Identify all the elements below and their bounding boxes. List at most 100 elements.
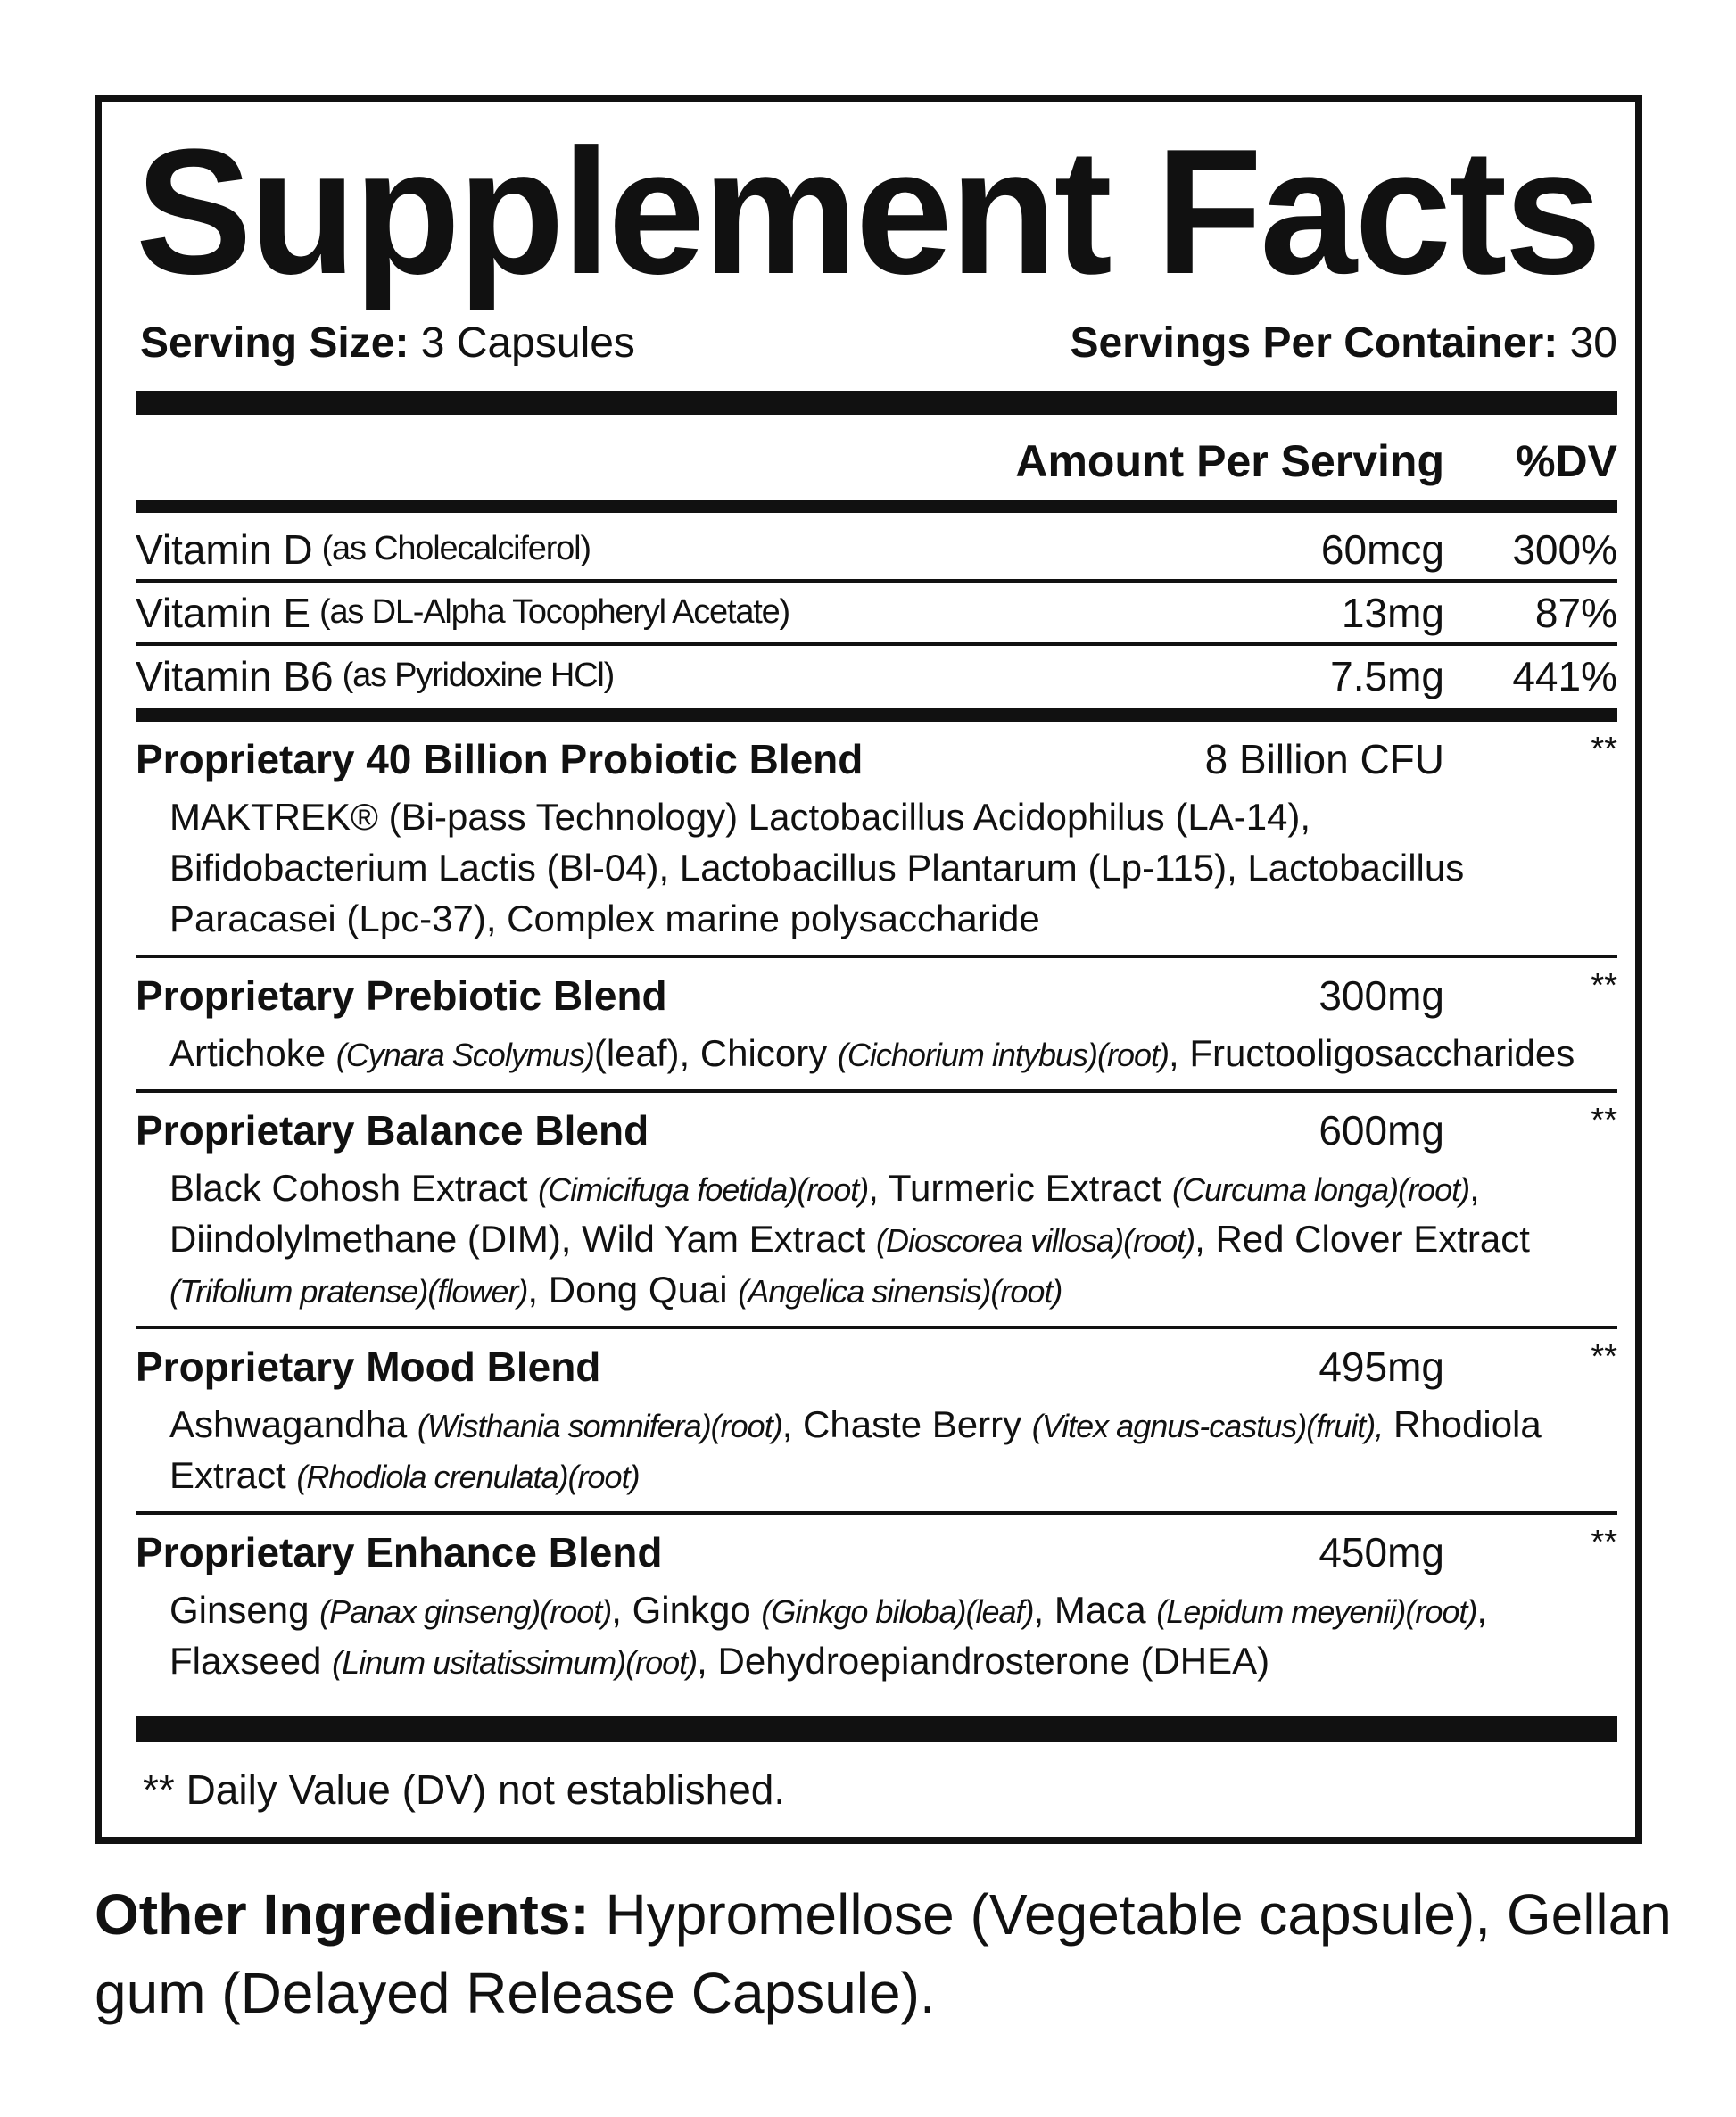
blend: Proprietary Enhance Blend 450mg ** Ginseng … <box>136 1515 1617 1697</box>
ingredient-line-text: Paracasei (Lpc-37), Complex marine polys… <box>169 893 1040 944</box>
dv-header: %DV <box>1516 436 1617 486</box>
dv-cell: ** <box>1444 1524 1617 1562</box>
ingredient-line-text: Ginseng (Panax ginseng)(root), Ginkgo (G… <box>169 1584 1487 1637</box>
dv-cell: 87% <box>1444 589 1617 637</box>
blend-dv: ** <box>1591 1102 1617 1139</box>
footnote: ** Daily Value (DV) not established. <box>143 1766 786 1813</box>
vitamin-source: (as DL-Alpha Tocopheryl Acetate) <box>319 593 790 631</box>
ingredient-list: Ginseng (Panax ginseng)(root), Ginkgo (G… <box>136 1584 1617 1686</box>
ingredient-latin-name: (Wisthania somnifera)(root) <box>417 1408 783 1444</box>
ingredient-line-text: (Trifolium pratense)(flower), Dong Quai … <box>169 1264 1062 1317</box>
dv-cell: 441% <box>1444 652 1617 700</box>
blend-name: Proprietary Balance Blend <box>136 1107 649 1154</box>
other-ingredients-text: Hypromellose (Vegetable capsule), Gellan… <box>95 1882 1672 2025</box>
divider-bar <box>136 708 1617 722</box>
ingredient-latin-name: (Angelica sinensis)(root) <box>738 1273 1062 1310</box>
ingredient-line: Ginseng (Panax ginseng)(root), Ginkgo (G… <box>169 1584 1617 1635</box>
serving-size-value: 3 Capsules <box>420 319 635 367</box>
vitamin-source: (as Pyridoxine HCl) <box>342 657 616 694</box>
divider-bar <box>136 1716 1617 1742</box>
ingredient-text: Ashwagandha <box>169 1403 417 1445</box>
vitamin-name: Vitamin E <box>136 589 311 636</box>
vitamin-amount: 7.5mg <box>1330 652 1444 699</box>
ingredient-text: Bifidobacterium Lactis (Bl-04), Lactobac… <box>169 847 1465 889</box>
serving-size-label: Serving Size: <box>140 319 409 367</box>
ingredient-latin-name: (Panax ginseng)(root) <box>319 1593 612 1630</box>
vitamin-amount: 60mcg <box>1320 525 1444 573</box>
ingredient-latin-name: (Rhodiola crenulata)(root) <box>296 1459 640 1495</box>
servings-per-container-label: Servings Per Container: <box>1070 319 1558 367</box>
amount-cell: 300mg <box>1177 972 1444 1020</box>
amount-header: Amount Per Serving <box>1015 436 1444 486</box>
ingredient-line-text: Black Cohosh Extract (Cimicifuga foetida… <box>169 1162 1480 1215</box>
vitamin-list: Vitamin D (as Cholecalciferol) 60mcg 300% Vi… <box>136 519 1617 706</box>
ingredient-line-text: Bifidobacterium Lactis (Bl-04), Lactobac… <box>169 842 1464 893</box>
dv-cell: ** <box>1444 1338 1617 1377</box>
blend-dv: ** <box>1591 967 1617 1005</box>
blend-name-cell: Proprietary 40 Billion Probiotic Blend <box>136 735 1177 783</box>
ingredient-text: MAKTREK® (Bi-pass Technology) Lactobacil… <box>169 796 1311 838</box>
blend-amount: 600mg <box>1319 1107 1444 1154</box>
vitamin-name-cell: Vitamin D (as Cholecalciferol) <box>136 525 1177 574</box>
blend-header: Proprietary Enhance Blend 450mg ** <box>136 1524 1617 1581</box>
blend-name: Proprietary 40 Billion Probiotic Blend <box>136 736 864 782</box>
blend-amount: 450mg <box>1319 1529 1444 1575</box>
ingredient-line: Black Cohosh Extract (Cimicifuga foetida… <box>169 1162 1617 1213</box>
ingredient-line-text: Extract (Rhodiola crenulata)(root) <box>169 1450 641 1502</box>
amount-cell: 600mg <box>1177 1106 1444 1154</box>
serving-size: Serving Size: 3 Capsules <box>140 317 635 370</box>
ingredient-line: Diindolylmethane (DIM), Wild Yam Extract… <box>169 1213 1617 1264</box>
blend-name-cell: Proprietary Mood Blend <box>136 1343 1177 1391</box>
ingredient-text: , Red Clover Extract <box>1195 1218 1530 1260</box>
vitamin-name: Vitamin B6 <box>136 652 334 699</box>
ingredient-latin-name: (Vitex agnus-castus)(fruit), <box>1031 1408 1384 1444</box>
blend-header: Proprietary Balance Blend 600mg ** <box>136 1102 1617 1159</box>
ingredient-line: (Trifolium pratense)(flower), Dong Quai … <box>169 1264 1617 1315</box>
ingredient-latin-name: (Ginkgo biloba)(leaf) <box>761 1593 1034 1630</box>
vitamin-dv: 300% <box>1512 525 1617 573</box>
ingredient-latin-name: (Cimicifuga foetida)(root) <box>538 1171 869 1208</box>
blend-name: Proprietary Mood Blend <box>136 1344 601 1390</box>
vitamin-name-cell: Vitamin E (as DL-Alpha Tocopheryl Acetate… <box>136 589 1177 637</box>
ingredient-line: Flaxseed (Linum usitatissimum)(root), De… <box>169 1635 1617 1686</box>
ingredient-latin-name: (Dioscorea villosa)(root) <box>876 1222 1195 1259</box>
column-header: Amount Per Serving %DV <box>136 430 1617 492</box>
other-ingredients-label: Other Ingredients: <box>95 1882 590 1947</box>
ingredient-line-text: Diindolylmethane (DIM), Wild Yam Extract… <box>169 1213 1530 1266</box>
amount-cell: 13mg <box>1177 589 1444 637</box>
ingredient-line: Paracasei (Lpc-37), Complex marine polys… <box>169 893 1617 944</box>
blend-name-cell: Proprietary Prebiotic Blend <box>136 972 1177 1020</box>
other-ingredients: Other Ingredients: Hypromellose (Vegetab… <box>95 1875 1718 2032</box>
ingredient-text: Ginseng <box>169 1589 320 1631</box>
servings-per-container: Servings Per Container: 30 <box>1070 317 1617 370</box>
ingredient-line: Artichoke (Cynara Scolymus)(leaf), Chico… <box>169 1028 1617 1079</box>
blend: Proprietary Mood Blend 495mg ** Ashwagandha… <box>136 1329 1617 1515</box>
ingredient-text: , Ginkgo <box>611 1589 762 1631</box>
blend-name-cell: Proprietary Enhance Blend <box>136 1528 1177 1576</box>
ingredient-text: (leaf), Chicory <box>593 1032 838 1074</box>
ingredient-line: Ashwagandha (Wisthania somnifera)(root),… <box>169 1399 1617 1450</box>
blend: Proprietary Balance Blend 600mg ** Black Co… <box>136 1093 1617 1329</box>
divider-bar <box>136 391 1617 415</box>
ingredient-line: MAKTREK® (Bi-pass Technology) Lactobacil… <box>169 791 1617 842</box>
ingredient-list: Black Cohosh Extract (Cimicifuga foetida… <box>136 1162 1617 1315</box>
dv-cell: ** <box>1444 1102 1617 1140</box>
amount-cell: 450mg <box>1177 1528 1444 1576</box>
blend-amount: 8 Billion CFU <box>1204 736 1444 782</box>
ingredient-list: MAKTREK® (Bi-pass Technology) Lactobacil… <box>136 791 1617 944</box>
amount-cell: 495mg <box>1177 1343 1444 1391</box>
ingredient-text: , Chaste Berry <box>781 1403 1032 1445</box>
ingredient-text: , <box>1476 1589 1488 1631</box>
amount-cell: 7.5mg <box>1177 652 1444 700</box>
ingredient-line-text: Ashwagandha (Wisthania somnifera)(root),… <box>169 1399 1542 1451</box>
ingredient-list: Artichoke (Cynara Scolymus)(leaf), Chico… <box>136 1028 1617 1079</box>
title-row: Supplement Facts <box>136 119 1617 306</box>
vitamin-row: Vitamin D (as Cholecalciferol) 60mcg 300% <box>136 519 1617 583</box>
supplement-facts-panel: Supplement Facts Serving Size: 3 Capsule… <box>95 95 1642 1844</box>
ingredient-text: , Fructooligosaccharides <box>1168 1032 1575 1074</box>
ingredient-line-text: Flaxseed (Linum usitatissimum)(root), De… <box>169 1635 1269 1688</box>
ingredient-latin-name: (Cichorium intybus)(root) <box>837 1037 1170 1073</box>
title: Supplement Facts <box>136 112 1602 311</box>
ingredient-list: Ashwagandha (Wisthania somnifera)(root),… <box>136 1399 1617 1501</box>
